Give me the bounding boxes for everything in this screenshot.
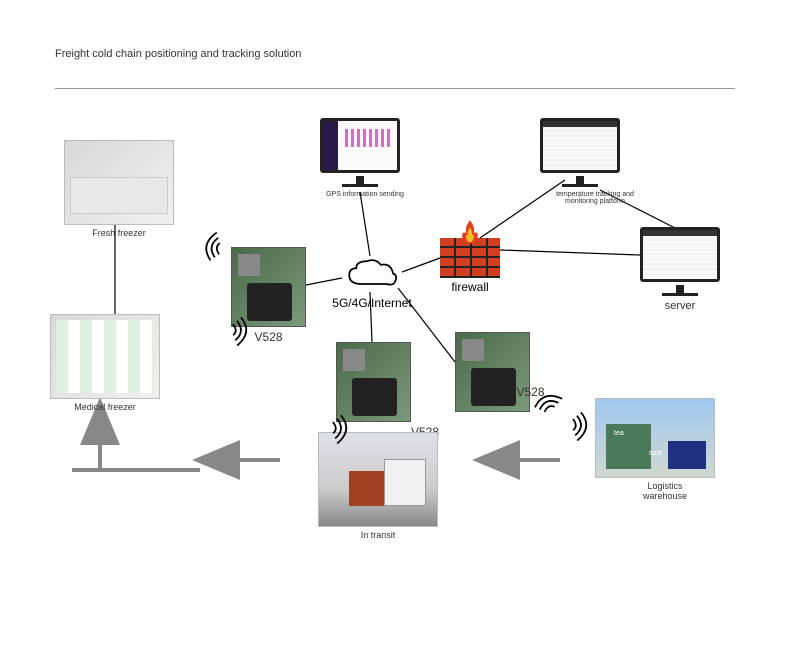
- warehouse-label: Logistics warehouse: [625, 481, 705, 501]
- monitor-temp-label: temperature tracking and monitoring plat…: [540, 191, 650, 205]
- cloud-label: 5G/4G/Internet: [312, 296, 432, 310]
- warehouse-image: tea spot: [595, 398, 715, 478]
- table-screen: [543, 121, 617, 170]
- edge-line: [360, 192, 370, 256]
- monitor-server-node: server: [640, 227, 720, 312]
- warehouse-node: tea spot Logistics warehouse: [595, 398, 715, 504]
- edge-line: [306, 278, 342, 285]
- monitor-stand: [356, 176, 364, 184]
- medical-freezer-image: [50, 314, 160, 399]
- monitor-icon: [640, 227, 720, 282]
- v528-chip-icon: [455, 332, 530, 412]
- warehouse-text2: spot: [649, 450, 662, 457]
- edge-line: [402, 258, 440, 272]
- fresh-freezer-label: Fresh freezer: [64, 228, 174, 238]
- monitor-icon: [320, 118, 400, 173]
- chip3-node: V528: [455, 332, 530, 429]
- medical-freezer-node: Medical freezer: [50, 314, 160, 412]
- monitor-gps-label: GPS information sending: [320, 191, 410, 198]
- flame-icon: [459, 218, 481, 246]
- monitor-stand: [676, 285, 684, 293]
- table-screen: [643, 230, 717, 279]
- monitor-gps-node: GPS information sending: [320, 118, 410, 201]
- dashboard-screen: [323, 121, 397, 170]
- firewall-node: firewall: [440, 238, 500, 278]
- monitor-server-label: server: [640, 300, 720, 312]
- monitor-temp-node: temperature tracking and monitoring plat…: [540, 118, 650, 208]
- firewall-icon: firewall: [440, 238, 500, 278]
- title-underline: [55, 88, 735, 89]
- page-title: Freight cold chain positioning and track…: [55, 48, 301, 60]
- fresh-freezer-image: [64, 140, 174, 225]
- monitor-icon: [540, 118, 620, 173]
- cloud-icon: [342, 256, 402, 291]
- fresh-freezer-node: Fresh freezer: [64, 140, 174, 238]
- v528-chip-icon: [336, 342, 411, 422]
- monitor-stand: [576, 176, 584, 184]
- transit-label: In transit: [318, 530, 438, 540]
- firewall-label: firewall: [451, 280, 488, 294]
- edge-line: [500, 250, 640, 255]
- medical-freezer-label: Medical freezer: [50, 402, 160, 412]
- warehouse-text1: tea: [614, 430, 624, 437]
- cloud-node: 5G/4G/Internet: [342, 256, 402, 291]
